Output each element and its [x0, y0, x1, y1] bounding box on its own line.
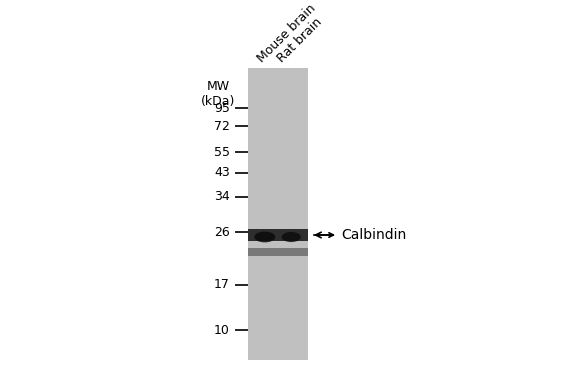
Text: 43: 43	[214, 166, 230, 180]
Text: 95: 95	[214, 102, 230, 115]
Bar	[248, 248, 308, 256]
Text: 26: 26	[214, 226, 230, 239]
Text: Mouse brain: Mouse brain	[255, 2, 318, 65]
Ellipse shape	[254, 232, 275, 242]
Text: 17: 17	[214, 279, 230, 291]
Ellipse shape	[282, 232, 301, 242]
Text: 10: 10	[214, 324, 230, 336]
Text: 34: 34	[214, 191, 230, 203]
Text: MW
(kDa): MW (kDa)	[201, 80, 235, 108]
Text: Calbindin: Calbindin	[341, 228, 406, 242]
Bar	[248, 229, 308, 241]
Bar	[248, 68, 308, 360]
Text: 72: 72	[214, 119, 230, 133]
Text: Rat brain: Rat brain	[275, 15, 325, 65]
Text: 55: 55	[214, 146, 230, 158]
